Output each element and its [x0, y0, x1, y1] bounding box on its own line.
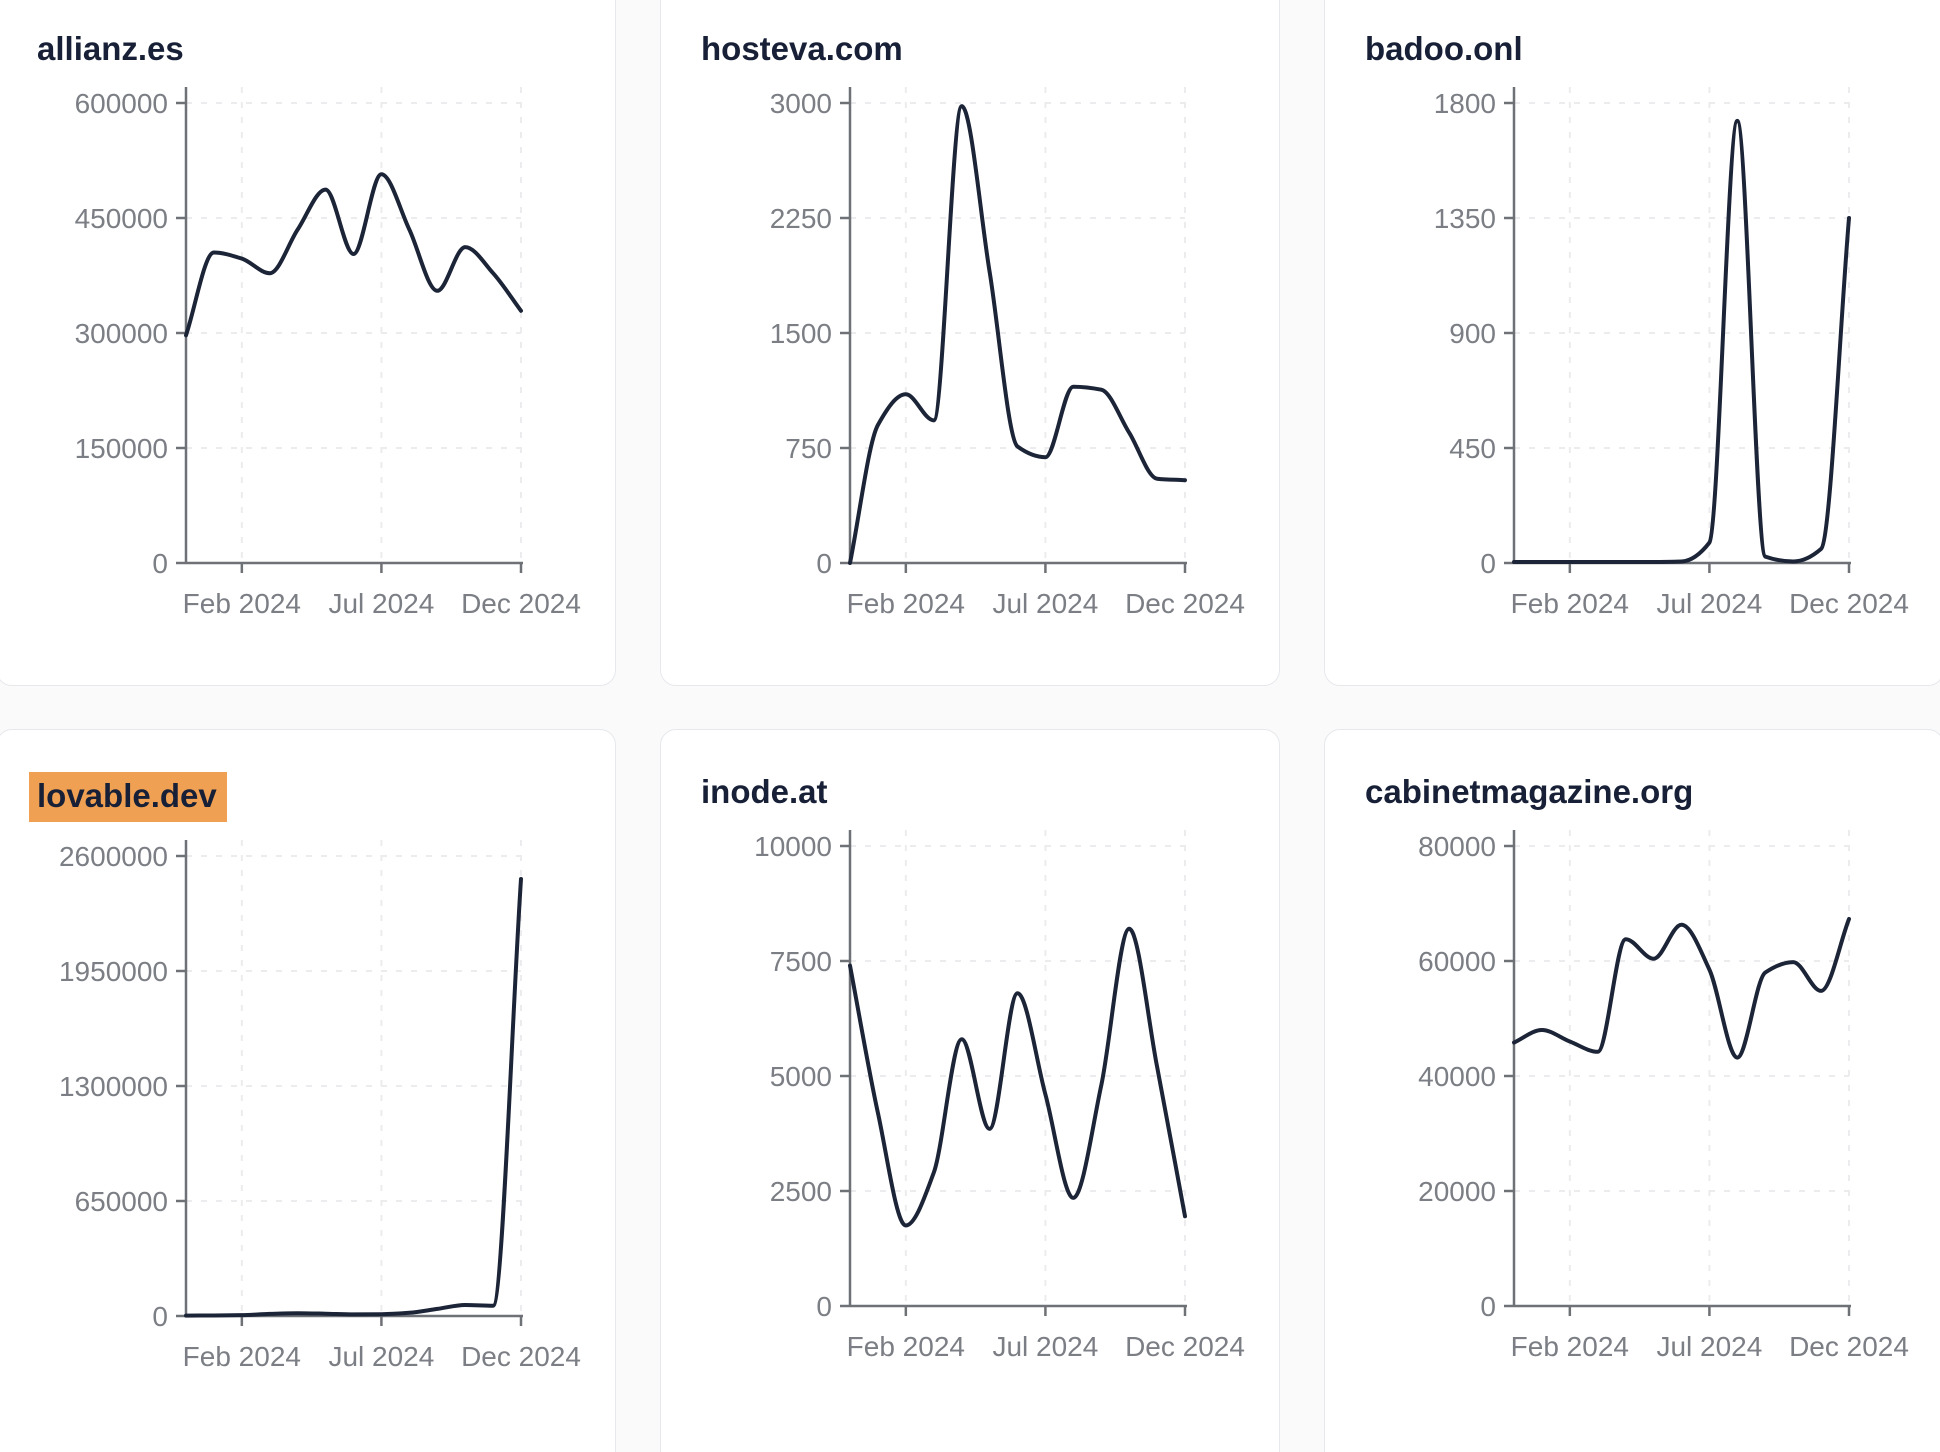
y-tick-label: 750: [785, 432, 832, 463]
y-tick-label: 450000: [75, 202, 168, 233]
x-tick-label: Dec 2024: [1125, 1331, 1245, 1362]
domain-title: allianz.es: [37, 29, 615, 69]
y-tick-label: 1300000: [59, 1070, 168, 1101]
y-tick-label: 60000: [1418, 945, 1496, 976]
x-tick-label: Feb 2024: [1511, 1331, 1629, 1362]
traffic-line-chart: 0 150000 300000 450000 600000 Feb 2024 Jul 202…: [75, 86, 581, 619]
y-tick-label: 10000: [754, 830, 832, 861]
domain-title-text: inode.at: [701, 773, 828, 810]
domain-card-badoo-onl: badoo.onl 0 450 900 1350 1800 Feb 2024 Jul 202…: [1324, 0, 1940, 686]
x-tick-label: Jul 2024: [1656, 1331, 1762, 1362]
domain-title: lovable.dev: [29, 772, 615, 822]
y-tick-label: 600000: [75, 87, 168, 118]
y-tick-label: 80000: [1418, 830, 1496, 861]
x-tick-label: Dec 2024: [1789, 588, 1909, 619]
traffic-line-chart: 0 450 900 1350 1800 Feb 2024 Jul 2024 Dec 2024: [1434, 86, 1909, 619]
y-tick-label: 0: [152, 1300, 168, 1331]
line-series: [1512, 916, 1851, 1060]
y-tick-label: 1800: [1434, 87, 1496, 118]
x-tick-label: Jul 2024: [992, 1331, 1098, 1362]
domain-title-text-highlighted: lovable.dev: [29, 772, 227, 822]
domain-card-cabinetmagazine-org: cabinetmagazine.org 0 20000 40000 60000 8000…: [1324, 729, 1940, 1452]
y-tick-label: 2250: [770, 202, 832, 233]
x-tick-label: Dec 2024: [461, 588, 581, 619]
x-tick-label: Feb 2024: [847, 588, 965, 619]
line-series: [848, 103, 1187, 565]
y-tick-label: 300000: [75, 317, 168, 348]
x-tick-label: Feb 2024: [847, 1331, 965, 1362]
traffic-line-chart: 0 20000 40000 60000 80000 Feb 2024 Jul 2024 Dec…: [1418, 829, 1909, 1362]
y-tick-label: 1950000: [59, 955, 168, 986]
domain-title: inode.at: [701, 772, 1279, 812]
traffic-line-chart: 0 2500 5000 7500 10000 Feb 2024 Jul 2024 Dec 20…: [754, 829, 1245, 1362]
x-tick-label: Jul 2024: [1656, 588, 1762, 619]
domain-card-lovable-dev: lovable.dev 0 650000 1300000 1950000 2600000…: [0, 729, 616, 1452]
y-tick-label: 1350: [1434, 202, 1496, 233]
traffic-line-chart: 0 750 1500 2250 3000 Feb 2024 Jul 2024 Dec 2024: [770, 86, 1245, 619]
x-tick-label: Feb 2024: [183, 588, 301, 619]
y-tick-label: 20000: [1418, 1175, 1496, 1206]
y-tick-label: 450: [1449, 432, 1496, 463]
line-series: [184, 171, 523, 337]
traffic-line-chart: 0 650000 1300000 1950000 2600000 Feb 2024 Jul …: [59, 839, 581, 1372]
x-tick-label: Jul 2024: [328, 588, 434, 619]
y-tick-label: 3000: [770, 87, 832, 118]
domain-title-text: hosteva.com: [701, 30, 903, 67]
domain-title: badoo.onl: [1365, 29, 1940, 69]
y-tick-label: 2500: [770, 1175, 832, 1206]
y-tick-label: 2600000: [59, 840, 168, 871]
domain-title-text: allianz.es: [37, 30, 184, 67]
x-tick-label: Feb 2024: [183, 1341, 301, 1372]
domain-card-allianz-es: allianz.es 0 150000 300000 450000 600000 Feb …: [0, 0, 616, 686]
y-tick-label: 40000: [1418, 1060, 1496, 1091]
y-tick-label: 7500: [770, 945, 832, 976]
domain-title-text: cabinetmagazine.org: [1365, 773, 1694, 810]
y-tick-label: 0: [1480, 547, 1496, 578]
domain-card-inode-at: inode.at 0 2500 5000 7500 10000 Feb 2024 Jul 2…: [660, 729, 1280, 1452]
domain-title: hosteva.com: [701, 29, 1279, 69]
y-tick-label: 0: [816, 1290, 832, 1321]
x-tick-label: Dec 2024: [461, 1341, 581, 1372]
x-tick-label: Feb 2024: [1511, 588, 1629, 619]
line-series: [184, 876, 523, 1318]
y-tick-label: 1500: [770, 317, 832, 348]
y-tick-label: 900: [1449, 317, 1496, 348]
x-tick-label: Jul 2024: [992, 588, 1098, 619]
y-tick-label: 0: [816, 547, 832, 578]
y-tick-label: 5000: [770, 1060, 832, 1091]
domain-title: cabinetmagazine.org: [1365, 772, 1940, 812]
y-tick-label: 0: [1480, 1290, 1496, 1321]
domain-card-hosteva-com: hosteva.com 0 750 1500 2250 3000 Feb 2024 Jul …: [660, 0, 1280, 686]
x-tick-label: Dec 2024: [1789, 1331, 1909, 1362]
y-tick-label: 150000: [75, 432, 168, 463]
y-tick-label: 650000: [75, 1185, 168, 1216]
y-tick-label: 0: [152, 547, 168, 578]
x-tick-label: Jul 2024: [328, 1341, 434, 1372]
x-tick-label: Dec 2024: [1125, 588, 1245, 619]
line-series: [1512, 118, 1851, 564]
domain-title-text: badoo.onl: [1365, 30, 1523, 67]
line-series: [848, 926, 1187, 1228]
